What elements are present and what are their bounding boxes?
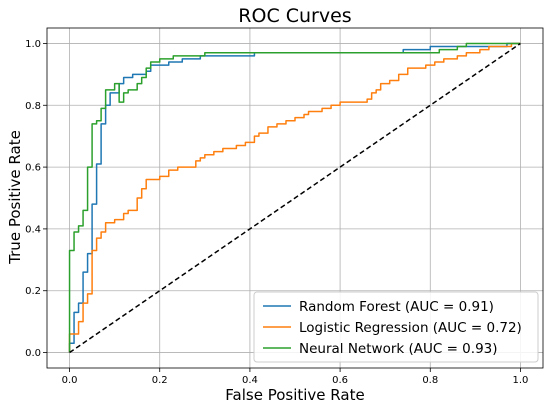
y-tick-label: 0.4 xyxy=(25,224,41,235)
grid xyxy=(47,28,543,368)
axis-ticks: 0.0 0.2 0.4 0.6 0.8 1.0 0.0 0.2 0.4 0.6 0.8 1.0 xyxy=(25,39,528,386)
x-tick-label: 0.4 xyxy=(242,375,258,386)
x-tick-label: 0.2 xyxy=(152,375,168,386)
legend-label-1: Logistic Regression (AUC = 0.72) xyxy=(299,320,522,336)
x-tick-label: 0.6 xyxy=(332,375,348,386)
legend-label-2: Neural Network (AUC = 0.93) xyxy=(299,341,498,357)
legend-label-0: Random Forest (AUC = 0.91) xyxy=(299,299,494,315)
legend-box xyxy=(253,291,539,363)
y-tick-label: 0.8 xyxy=(25,101,41,112)
series-line-0 xyxy=(68,42,521,353)
legend: Random Forest (AUC = 0.91) Logistic Regre… xyxy=(253,291,539,363)
x-axis-label: False Positive Rate xyxy=(225,386,364,404)
y-tick-label: 0.2 xyxy=(25,286,41,297)
x-tick-label: 0.8 xyxy=(422,375,438,386)
chart-title: ROC Curves xyxy=(238,5,351,27)
y-axis-label: True Positive Rate xyxy=(6,130,24,265)
y-tick-label: 0.6 xyxy=(25,163,41,174)
diagonal-reference-line xyxy=(69,42,521,354)
x-tick-label: 1.0 xyxy=(513,375,529,386)
series-line-1 xyxy=(68,42,521,353)
series-layer xyxy=(68,42,521,354)
y-tick-label: 0.0 xyxy=(25,348,41,359)
y-tick-label: 1.0 xyxy=(25,39,41,50)
series-line-2 xyxy=(68,42,521,353)
x-tick-label: 0.0 xyxy=(62,375,78,386)
plot-frame xyxy=(46,27,544,369)
